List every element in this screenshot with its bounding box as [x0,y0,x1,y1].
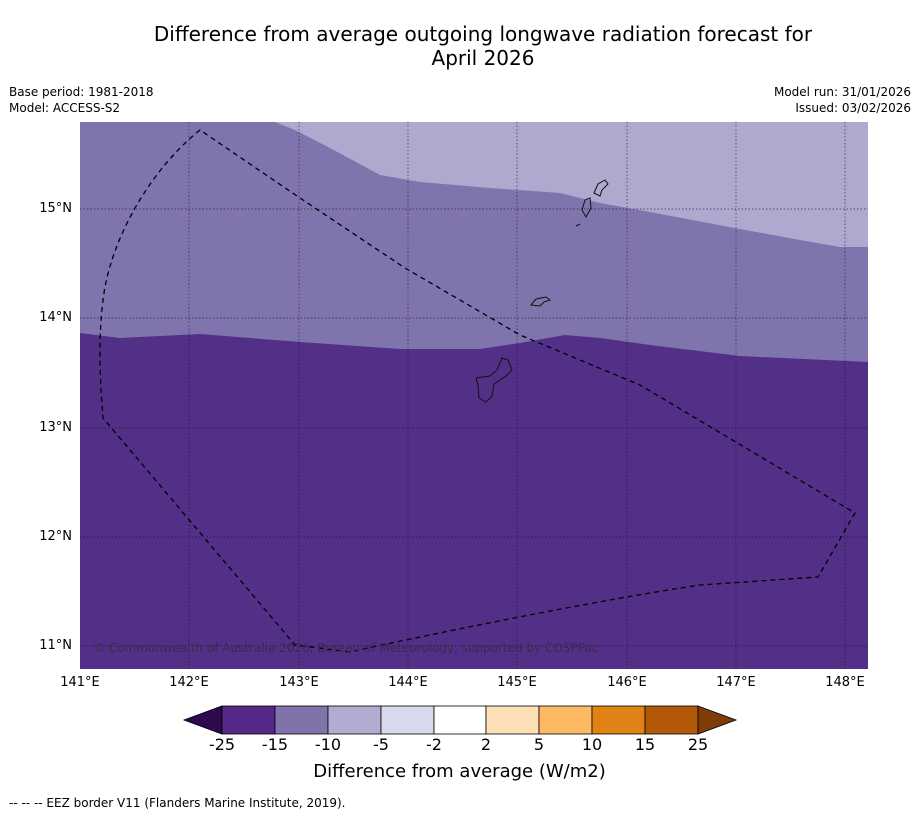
colorbar-label-minus10: -10 [314,735,342,754]
lon-label-146e: 146°E [607,675,647,690]
lon-label-143e: 143°E [279,675,319,690]
model-name: Model: ACCESS-S2 [9,101,121,115]
colorbar-swatch-3 [327,705,382,735]
colorbar-label-minus2: -2 [426,735,442,754]
issued-date: Issued: 03/02/2026 [795,101,911,115]
lon-label-147e: 147°E [716,675,756,690]
colorbar-label-minus5: -5 [373,735,389,754]
colorbar-swatch-6 [485,705,540,735]
meta-left: Base period: 1981-2018 Model: ACCESS-S2 [9,84,154,116]
colorbar-label-minus25: -25 [208,735,236,754]
island-aguijan [575,223,581,227]
colorbar-swatch-7 [538,705,593,735]
lon-label-142e: 142°E [169,675,209,690]
island-tinian [581,197,592,219]
map-panel [80,122,868,669]
title-line-1: Difference from average outgoing longwav… [153,22,813,46]
title-line-2: April 2026 [431,46,535,70]
island-guam [475,357,513,403]
lat-label-14n: 14°N [39,310,72,325]
colorbar-label-25: 25 [687,735,709,754]
lon-label-145e: 145°E [497,675,537,690]
island-rota [530,296,552,307]
colorbar-swatch-1 [221,705,276,735]
lat-label-12n: 12°N [39,529,72,544]
colorbar-label-10: 10 [581,735,603,754]
colorbar-title: Difference from average (W/m2) [313,761,606,782]
copyright-notice: © Commonwealth of Australia 2026, Bureau… [93,641,599,655]
islands [475,179,609,403]
colorbar-swatch-4 [380,705,435,735]
chart-title: Difference from average outgoing longwav… [80,22,886,70]
colorbar-swatch-9 [644,705,699,735]
colorbar-extend-low [182,705,223,735]
colorbar-label-15: 15 [634,735,656,754]
colorbar-extend-high [697,705,738,735]
lat-label-11n: 11°N [39,638,72,653]
colorbar [182,705,738,735]
lat-label-13n: 13°N [39,420,72,435]
eez-border [99,129,856,653]
lon-label-148e: 148°E [825,675,865,690]
lon-label-141e: 141°E [60,675,100,690]
colorbar-swatch-5 [433,705,487,735]
colorbar-label-minus15: -15 [261,735,289,754]
colorbar-swatch-8 [591,705,646,735]
model-run: Model run: 31/01/2026 [773,85,911,99]
meta-right: Model run: 31/01/2026 Issued: 03/02/2026 [774,84,911,116]
anomaly-zone-weak [275,122,868,247]
colorbar-label-5: 5 [533,735,545,754]
colorbar-label-2: 2 [480,735,492,754]
eez-legend-note: -- -- -- EEZ border V11 (Flanders Marine… [9,796,346,810]
lon-label-144e: 144°E [388,675,428,690]
gridlines [80,122,868,669]
lat-label-15n: 15°N [39,201,72,216]
base-period: Base period: 1981-2018 [9,85,154,99]
island-saipan [593,179,609,197]
colorbar-swatch-2 [274,705,329,735]
